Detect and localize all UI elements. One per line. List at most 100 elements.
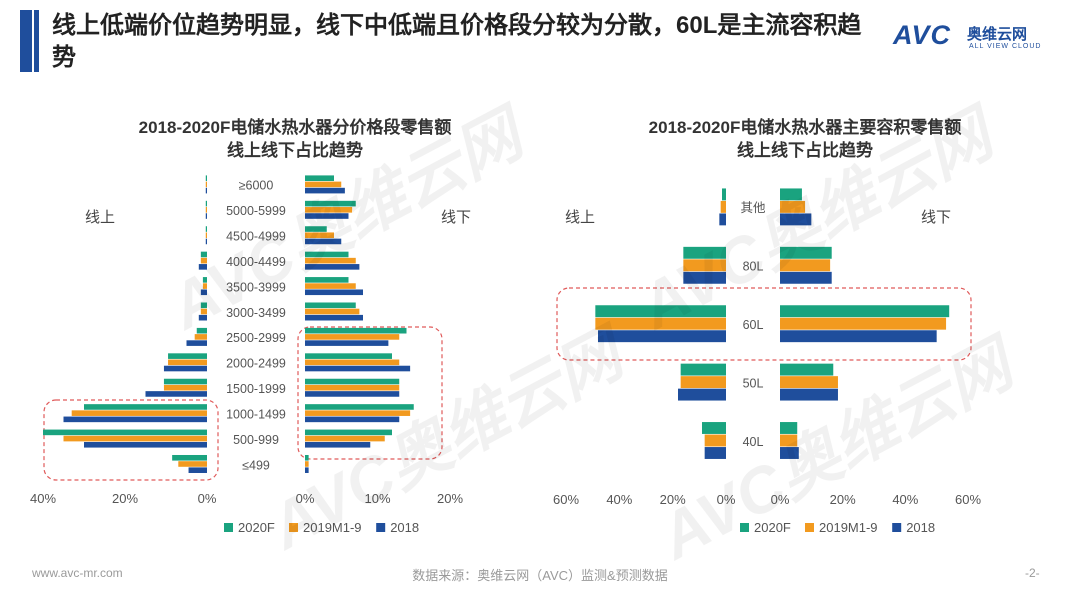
bar-left-2020F [84,404,207,410]
legend-label: 2020F [238,520,275,535]
bar-left-2020F [205,175,207,182]
category-label: 60L [743,318,764,332]
bar-right-2020F [780,363,834,376]
bar-left-2019M1-9 [163,384,207,391]
logo-chinese-name: 奥维云网 [967,26,1028,43]
online-label: 线上 [565,209,595,226]
offline-label: 线下 [441,209,471,226]
bar-left-2018 [683,271,726,284]
bar-left-2020F [595,305,726,318]
legend-label: 2019M1-9 [303,520,362,535]
bar-left-2018 [719,213,726,226]
bar-left-2018 [678,388,726,401]
category-label: ≤499 [242,458,270,472]
bar-right-2020F [305,454,309,461]
bar-right-2020F [305,353,392,359]
bar-left-2019M1-9 [202,283,207,289]
bar-left-2019M1-9 [63,435,207,442]
bar-left-2020F [205,226,207,232]
category-label: 1000-1499 [226,407,286,421]
bar-right-2019M1-9 [305,384,400,391]
bar-left-2019M1-9 [704,434,726,447]
bar-left-2019M1-9 [200,308,207,315]
bar-left-2018 [198,314,207,321]
legend-swatch-2019M1-9 [289,523,298,532]
bar-left-2020F [172,454,207,461]
bar-left-2018 [84,441,207,448]
volume-chart: 其他 80L 60L 50L 40L 60% 40% 20% 0% 0% 20% 40% 60% 线上 线下… [553,188,981,535]
bar-left-2020F [702,422,726,434]
category-label: 2500-2999 [226,331,286,345]
title-accent-bar [20,10,32,72]
bar-left-2020F [683,246,726,259]
logo-english-name: ALL VIEW CLOUD [969,43,1042,50]
logo-mark: AVC [893,20,952,50]
bar-right-2018 [780,213,812,226]
bar-left-2018 [188,467,207,473]
bar-left-2020F [200,251,207,258]
bar-left-2020F [196,327,207,334]
category-label: 3000-3499 [226,306,286,320]
bar-left-2019M1-9 [168,359,207,366]
axis-tick-left: 20% [660,492,686,507]
bar-right-2018 [305,365,411,372]
bar-left-2018 [205,238,207,245]
bar-right-2020F [305,378,400,385]
bar-right-2019M1-9 [305,207,353,213]
chart1-subtitle: 线上线下占比趋势 [227,141,363,160]
bar-right-2019M1-9 [780,317,947,330]
bar-left-2020F [43,429,207,436]
bar-left-2018 [186,340,207,346]
bar-left-2020F [163,378,207,385]
category-label: 3500-3999 [226,280,286,294]
axis-tick-right: 0% [771,492,790,507]
category-label: 50L [743,376,764,390]
bar-right-2019M1-9 [305,359,400,366]
bar-left-2020F [680,363,726,376]
bar-left-2019M1-9 [720,200,726,213]
bar-left-2018 [163,365,207,372]
bar-left-2019M1-9 [194,334,207,340]
bar-left-2020F [722,188,726,201]
price-segment-chart: ≥6000 5000-5999 4500-4999 4000-4499 3500-399… [30,175,471,535]
bar-left-2018 [63,416,207,423]
bar-left-2019M1-9 [205,232,207,239]
axis-tick-left: 40% [606,492,632,507]
bar-right-2018 [305,441,371,448]
bar-right-2018 [305,238,342,245]
chart2-title-block: 2018-2020F电储水热水器主要容积零售额 线上线下占比趋势 [570,116,1040,162]
bar-right-2020F [305,277,349,283]
chart2-title: 2018-2020F电储水热水器主要容积零售额 [648,118,962,137]
bar-right-2019M1-9 [780,434,798,447]
title-accent-bar-thin [34,10,39,72]
chart1-title: 2018-2020F电储水热水器分价格段零售额 [138,118,452,137]
bar-right-2020F [780,188,802,201]
axis-tick-right: 10% [364,491,390,506]
bar-right-2018 [305,289,363,296]
bar-left-2019M1-9 [205,207,207,213]
bar-right-2020F [305,302,356,309]
category-label: 500-999 [233,433,279,447]
bar-right-2020F [305,404,414,410]
bar-right-2019M1-9 [780,259,831,272]
legend-label: 2018 [390,520,419,535]
chart1-title-block: 2018-2020F电储水热水器分价格段零售额 线上线下占比趋势 [60,116,530,162]
footer-url: www.avc-mr.com [32,566,123,580]
bar-right-2018 [305,314,363,321]
bar-right-2019M1-9 [780,376,838,389]
bar-right-2019M1-9 [305,410,411,416]
bar-left-2020F [202,277,207,283]
bar-right-2020F [305,175,334,182]
axis-tick-right: 40% [892,492,918,507]
bar-left-2019M1-9 [178,461,207,467]
bar-right-2019M1-9 [305,283,356,289]
bar-left-2020F [200,302,207,309]
bar-right-2020F [305,251,349,258]
bar-right-2018 [780,388,838,401]
axis-tick-left: 0% [198,491,217,506]
bar-right-2019M1-9 [305,232,334,239]
bar-right-2020F [305,429,392,436]
category-label: ≥6000 [239,179,274,193]
category-label: 2000-2499 [226,357,286,371]
page-number: -2- [1025,566,1040,580]
